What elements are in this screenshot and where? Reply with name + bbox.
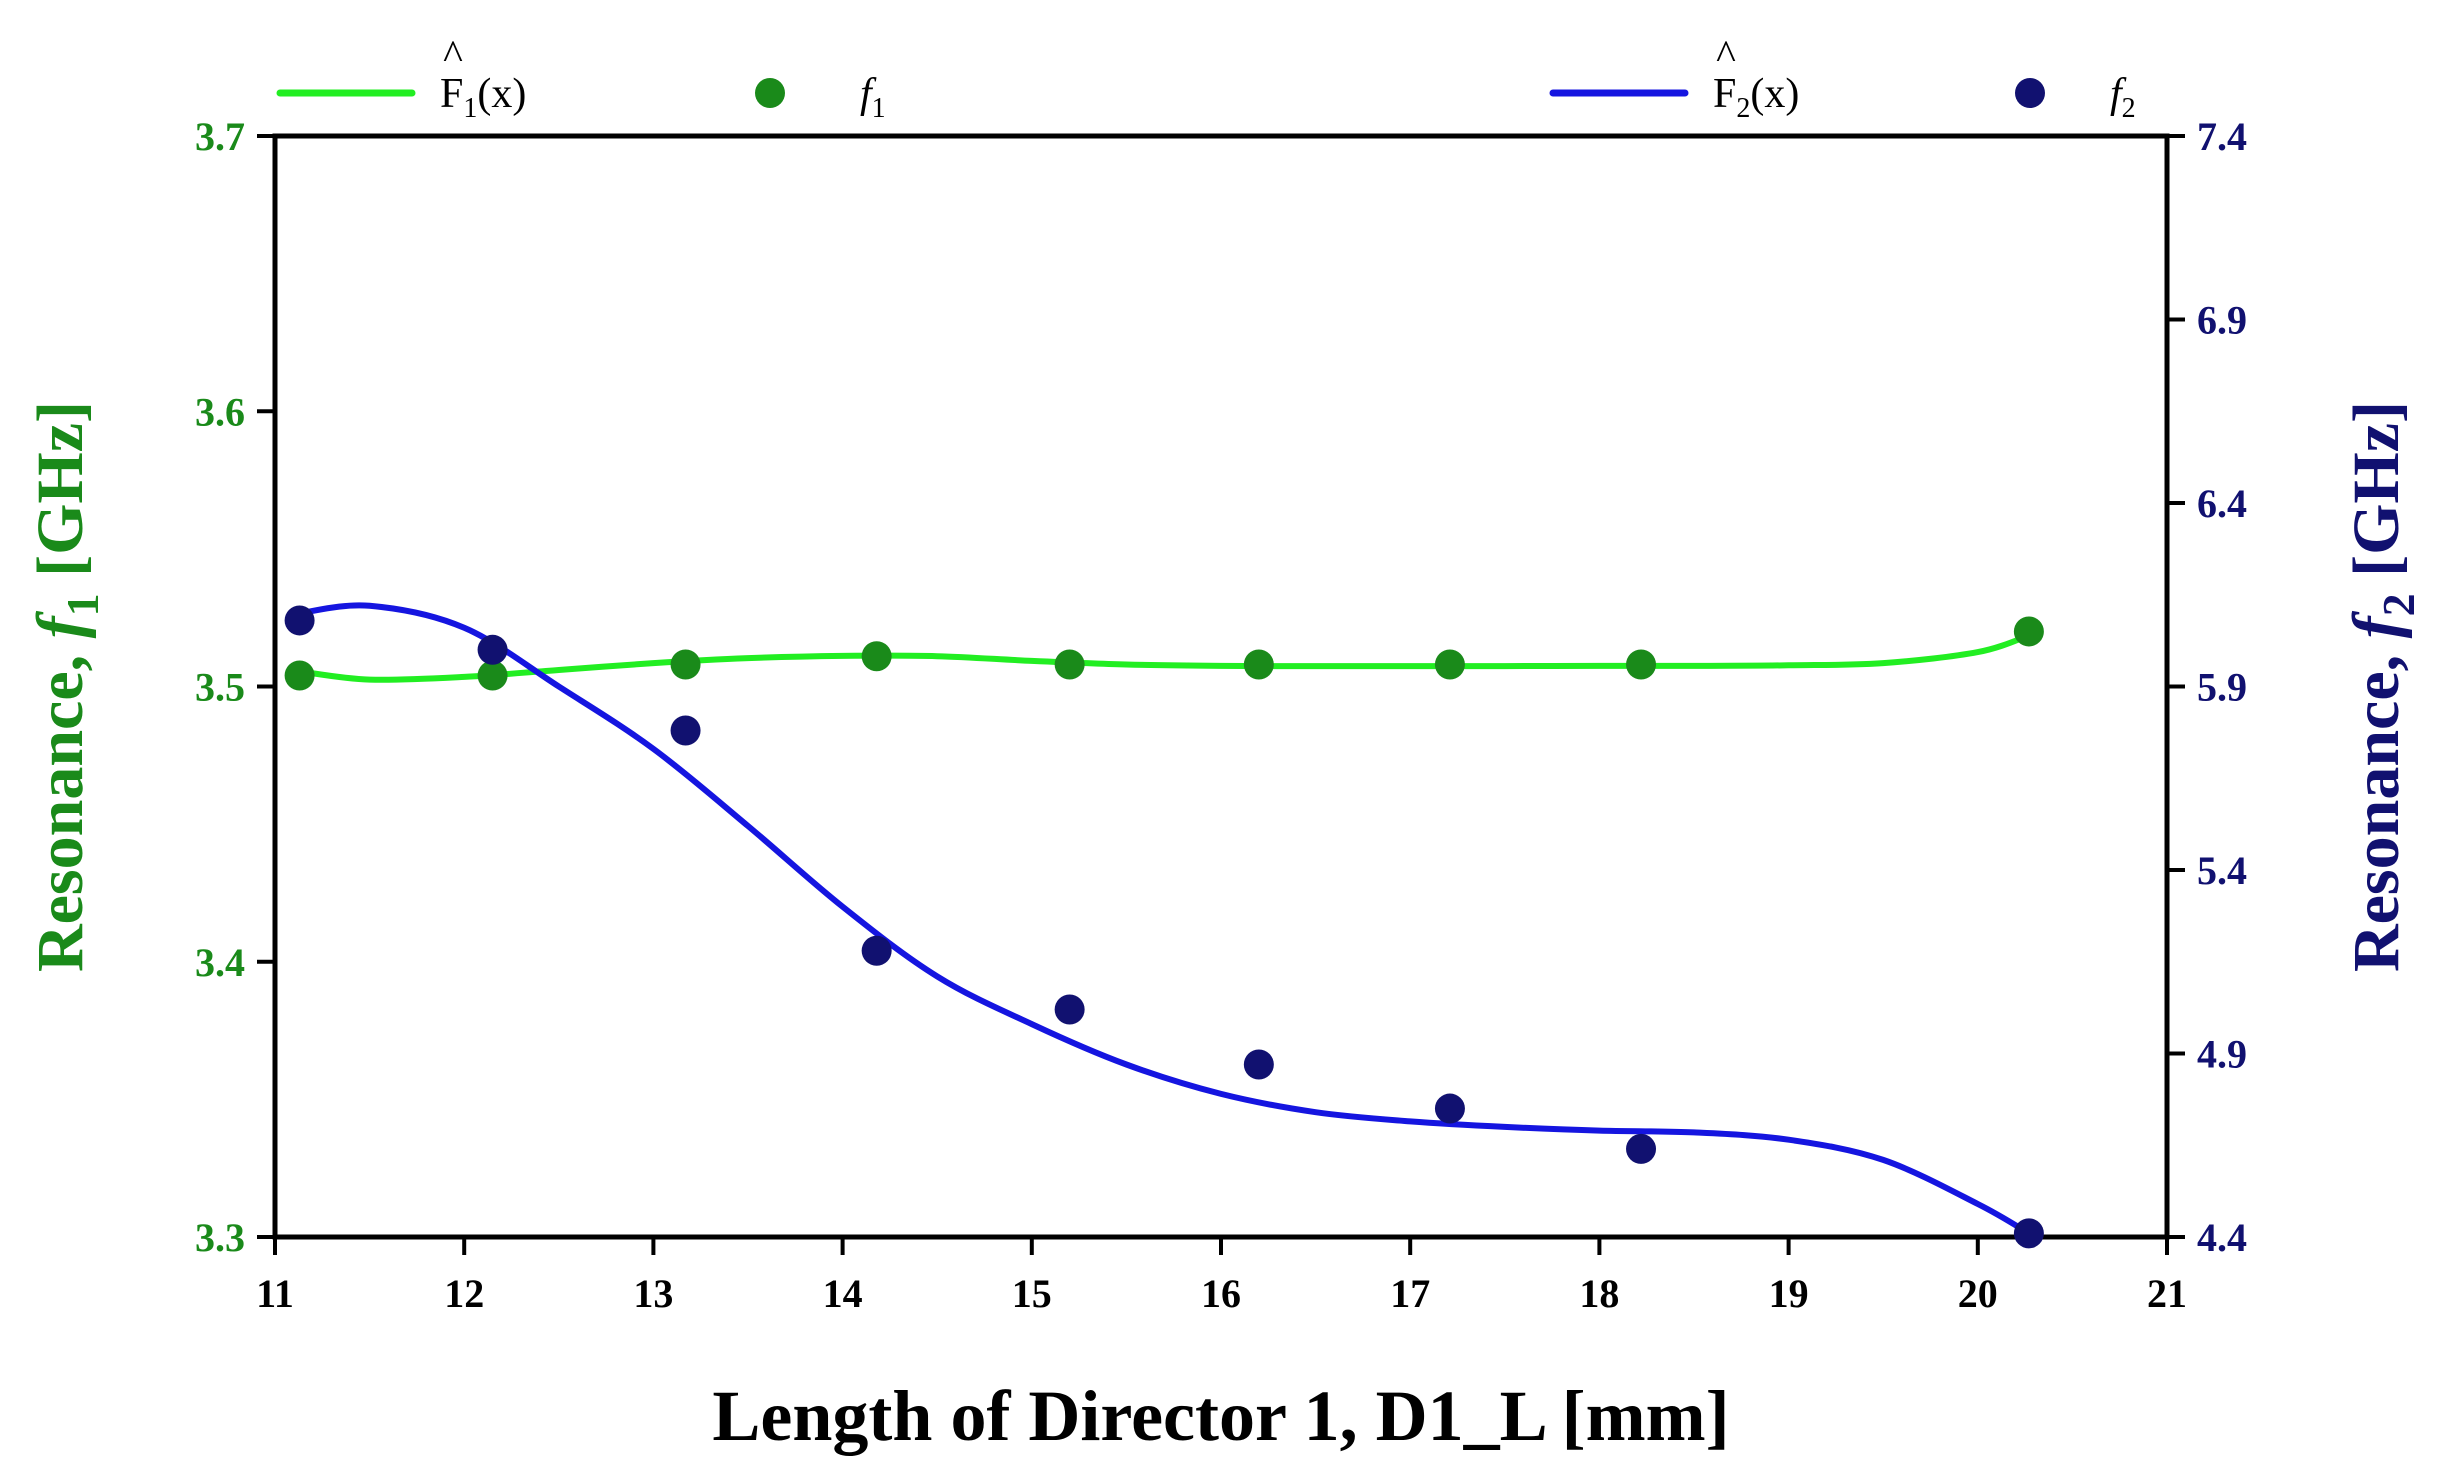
data-point-f2 bbox=[1626, 1133, 1657, 1164]
data-point-f2 bbox=[477, 634, 508, 665]
legend-hat: ^ bbox=[443, 33, 463, 79]
x-axis-title: Length of Director 1, D1_L [mm] bbox=[712, 1376, 1729, 1456]
data-point-f1 bbox=[284, 660, 315, 691]
legend-marker-swatch bbox=[755, 78, 785, 108]
data-point-f1 bbox=[1054, 649, 1085, 680]
y-left-tick-label: 3.3 bbox=[195, 1215, 245, 1260]
data-point-f1 bbox=[670, 649, 701, 680]
x-tick-label: 18 bbox=[1579, 1271, 1619, 1316]
y-right-tick-label: 5.4 bbox=[2197, 848, 2247, 893]
data-point-f2 bbox=[284, 605, 315, 636]
data-point-f1 bbox=[1243, 649, 1274, 680]
data-point-f2 bbox=[1243, 1049, 1274, 1080]
x-tick-label: 17 bbox=[1390, 1271, 1430, 1316]
x-tick-label: 13 bbox=[633, 1271, 673, 1316]
data-point-f1 bbox=[2013, 616, 2044, 647]
x-tick-label: 12 bbox=[444, 1271, 484, 1316]
legend-label: F1(x) bbox=[440, 71, 526, 124]
y-left-tick-label: 3.4 bbox=[195, 940, 245, 985]
data-point-f1 bbox=[1626, 649, 1657, 680]
data-point-f2 bbox=[1054, 994, 1085, 1025]
x-tick-label: 20 bbox=[1958, 1271, 1998, 1316]
y-left-tick-label: 3.6 bbox=[195, 389, 245, 434]
legend-label: F2(x) bbox=[1713, 71, 1799, 124]
legend: F1(x)^f1 F2(x)^f2 bbox=[276, 33, 2136, 124]
x-tick-label: 21 bbox=[2147, 1271, 2187, 1316]
y-right-tick-label: 6.4 bbox=[2197, 481, 2247, 526]
axis-labels: Length of Director 1, D1_L [mm] Resonance… bbox=[24, 401, 2424, 1456]
y-left-tick-label: 3.5 bbox=[195, 665, 245, 710]
x-tick-label: 19 bbox=[1769, 1271, 1809, 1316]
series-layer bbox=[284, 602, 2044, 1249]
data-point-f2 bbox=[2013, 1218, 2044, 1249]
y-left-tick-label: 3.7 bbox=[195, 114, 245, 159]
y-right-tick-label: 5.9 bbox=[2197, 665, 2247, 710]
series-line-F1_fit bbox=[296, 632, 2032, 683]
data-point-f1 bbox=[861, 641, 892, 672]
legend-label: f2 bbox=[2110, 71, 2136, 124]
x-tick-label: 14 bbox=[823, 1271, 863, 1316]
y-right-tick-label: 6.9 bbox=[2197, 298, 2247, 343]
legend-marker-swatch bbox=[2015, 78, 2045, 108]
x-tick-label: 15 bbox=[1012, 1271, 1052, 1316]
y-right-tick-label: 7.4 bbox=[2197, 114, 2247, 159]
data-point-f1 bbox=[1434, 649, 1465, 680]
series-line-F2_fit bbox=[296, 602, 2032, 1237]
y-right-axis-title: Resonance, f2 [GHz] bbox=[2340, 401, 2424, 972]
x-tick-label: 16 bbox=[1201, 1271, 1241, 1316]
data-point-f1 bbox=[477, 660, 508, 691]
y-left-axis-title: Resonance, f1 [GHz] bbox=[24, 401, 108, 972]
legend-hat: ^ bbox=[1716, 33, 1736, 79]
ticks-layer: 11 12 13 14 15 16 17 18 19 20 21 3.3 3.4 3.5 3.6 3.7 4.4… bbox=[195, 114, 2247, 1316]
y-right-tick-label: 4.9 bbox=[2197, 1032, 2247, 1077]
legend-label: f1 bbox=[860, 71, 886, 124]
data-point-f2 bbox=[670, 715, 701, 746]
x-tick-label: 11 bbox=[256, 1271, 294, 1316]
data-point-f2 bbox=[861, 935, 892, 966]
data-point-f2 bbox=[1434, 1093, 1465, 1124]
y-right-tick-label: 4.4 bbox=[2197, 1215, 2247, 1260]
